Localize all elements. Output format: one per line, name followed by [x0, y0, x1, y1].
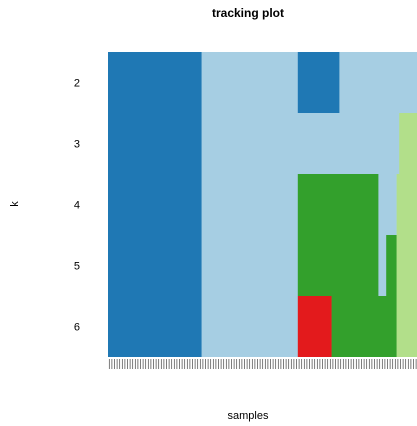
cell-k6-seg3	[297, 296, 332, 357]
sample-rug	[108, 359, 417, 369]
cell-k4-seg3	[297, 174, 379, 235]
cell-k5-seg6	[396, 235, 417, 296]
cell-k2-seg2	[201, 52, 299, 113]
cell-k2-seg1	[108, 52, 202, 113]
chart-title: tracking plot	[212, 6, 284, 20]
cell-k5-seg2	[201, 235, 299, 296]
heatmap-cells	[108, 52, 417, 357]
cell-k5-seg5	[386, 235, 397, 296]
cell-k6-seg1	[108, 296, 202, 357]
y-tick-labels: 2 3 4 5 6	[74, 78, 80, 334]
cell-k3-seg3	[399, 113, 417, 174]
cell-k4-seg4	[378, 174, 397, 235]
cell-k5-seg3	[297, 235, 379, 296]
cell-k5-seg4	[378, 235, 387, 296]
cell-k4-seg1	[108, 174, 202, 235]
cell-k3-seg2	[201, 113, 400, 174]
cell-k6-seg5	[396, 296, 417, 357]
y-axis-label: k	[9, 201, 21, 207]
y-tick-label: 4	[74, 200, 80, 212]
cell-k4-seg5	[396, 174, 417, 235]
y-tick-label: 3	[74, 139, 80, 151]
cell-k6-seg4	[331, 296, 397, 357]
cell-k2-seg4	[339, 52, 417, 113]
y-tick-label: 2	[74, 78, 80, 90]
y-tick-label: 5	[74, 261, 80, 273]
cell-k3-seg1	[108, 113, 202, 174]
cell-k6-seg2	[201, 296, 299, 357]
cell-k4-seg2	[201, 174, 299, 235]
cell-k2-seg3	[297, 52, 340, 113]
cell-k5-seg1	[108, 235, 202, 296]
y-tick-label: 6	[74, 322, 80, 334]
x-axis-label: samples	[228, 410, 269, 422]
